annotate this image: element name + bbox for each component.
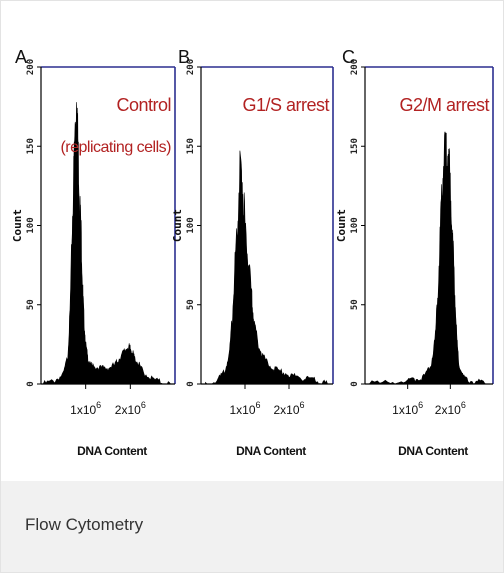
caption-text: Flow Cytometry [25,515,144,534]
panel-label: B [178,47,190,67]
x-axis-label: DNA Content [398,444,468,458]
x-tick-label: 1x106 [392,400,423,417]
y-tick-label: 150 [26,138,36,154]
panel-label: C [342,47,355,67]
histogram-panel-c: 0 50 100 150 200 Count 1x106 2x106 DNA Content C G… [335,47,494,458]
x-tick-label: 2x106 [435,400,466,417]
y-axis-label: Count [335,209,348,242]
histogram-panel-b: 0 50 100 150 200 Count 1x106 2x106 DNA Content B G… [171,47,334,458]
y-tick-label: 50 [26,299,36,310]
condition-annotation: (replicating cells) [60,139,171,156]
y-tick-label: 0 [350,381,360,386]
histogram-panel-a: 0 50 100 150 200 Count 1x106 2x106 DNA Content A C… [11,47,176,458]
y-tick-label: 150 [186,138,196,154]
condition-annotation: G1/S arrest [242,95,329,115]
x-tick-label: 1x106 [70,400,101,417]
y-tick-label: 200 [350,59,360,75]
x-tick-label: 1x106 [229,400,260,417]
x-axis-label: DNA Content [77,444,147,458]
panel-label: A [15,47,27,67]
y-tick-label: 100 [26,217,36,233]
y-tick-label: 100 [350,217,360,233]
y-tick-label: 100 [186,217,196,233]
condition-annotation: Control [116,95,171,115]
histogram-area [42,102,172,385]
y-tick-label: 200 [186,59,196,75]
y-tick-label: 0 [26,381,36,386]
y-tick-label: 0 [186,381,196,386]
x-tick-label: 2x106 [115,400,146,417]
histogram-figure: 0 50 100 150 200 Count 1x106 2x106 DNA Content A C… [11,47,494,458]
y-tick-label: 50 [350,299,360,310]
histogram-area [368,131,489,385]
x-tick-label: 2x106 [273,400,304,417]
histogram-area [205,150,329,385]
y-tick-label: 150 [350,138,360,154]
condition-annotation: G2/M arrest [399,95,489,115]
flow-cytometry-figure: 0 50 100 150 200 Count 1x106 2x106 DNA Content A C… [1,1,503,481]
y-tick-label: 50 [186,299,196,310]
caption-bar: Flow Cytometry [1,481,503,572]
y-tick-label: 200 [26,59,36,75]
y-axis-label: Count [171,209,184,242]
y-axis-label: Count [11,209,24,242]
x-axis-label: DNA Content [236,444,306,458]
